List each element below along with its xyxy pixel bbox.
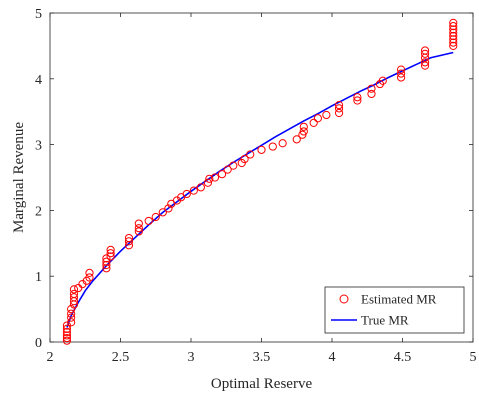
legend-label-estimated-mr: Estimated MR: [361, 292, 437, 307]
legend: Estimated MR True MR: [324, 286, 465, 334]
estimated-mr-point: [449, 18, 458, 27]
estimated-mr-point: [67, 318, 76, 327]
estimated-mr-point: [217, 170, 227, 179]
estimated-mr-point: [353, 93, 362, 102]
estimated-mr-point: [164, 204, 173, 213]
estimated-mr-point: [309, 118, 318, 127]
estimated-mr-point: [205, 174, 214, 183]
x-tick-label: 5: [470, 350, 477, 365]
estimated-mr-point: [69, 285, 79, 294]
estimated-mr-point: [62, 336, 72, 345]
legend-marker-estimated-mr: [339, 294, 349, 304]
estimated-mr-point: [420, 58, 430, 67]
estimated-mr-point: [144, 216, 153, 226]
estimated-mr-point: [229, 161, 238, 170]
estimated-mr-point: [203, 178, 213, 187]
estimated-mr-point: [124, 233, 134, 243]
estimated-mr-point: [378, 76, 387, 85]
estimated-mr-point: [449, 25, 458, 34]
y-tick-label: 1: [35, 270, 42, 285]
estimated-mr-point: [62, 333, 72, 343]
estimated-mr-point: [278, 139, 287, 148]
estimated-mr-point: [189, 186, 198, 195]
estimated-mr-point: [322, 110, 331, 120]
estimated-mr-point: [62, 331, 72, 340]
estimated-mr-point: [334, 104, 344, 113]
estimated-mr-point: [367, 89, 376, 99]
estimated-mr-point: [396, 65, 406, 74]
estimated-mr-point: [69, 293, 79, 302]
estimated-mr-point: [299, 127, 308, 136]
estimated-mr-point: [299, 122, 308, 131]
estimated-mr-point: [257, 145, 266, 154]
estimated-mr-point: [196, 183, 205, 192]
estimated-mr-point: [268, 142, 277, 151]
axis-ticks: [49, 12, 474, 343]
y-tick-label: 4: [35, 73, 42, 88]
estimated-mr-point: [106, 249, 115, 258]
estimated-mr-point: [367, 84, 376, 93]
estimated-mr-point: [67, 313, 76, 322]
estimated-mr-point: [313, 114, 322, 123]
x-tick-label: 2.5: [112, 350, 130, 365]
estimated-mr-point: [106, 252, 115, 261]
estimated-mr-point: [85, 268, 94, 278]
x-tick-label: 4.5: [394, 350, 412, 365]
estimated-mr-point: [449, 38, 458, 47]
estimated-mr-point: [85, 273, 94, 282]
estimated-mr-point: [449, 41, 458, 51]
estimated-mr-point: [223, 165, 232, 174]
estimated-mr-point: [67, 309, 76, 318]
estimated-mr-point: [334, 108, 344, 118]
estimated-mr-point: [449, 22, 458, 31]
x-tick-label: 4: [329, 350, 336, 365]
y-tick-label: 2: [35, 204, 42, 219]
estimated-mr-point: [134, 219, 143, 228]
estimated-mr-point: [420, 61, 430, 70]
estimated-mr-point: [102, 254, 111, 263]
estimated-mr-point: [102, 260, 111, 270]
x-tick-label: 3.5: [253, 350, 271, 365]
x-tick-label: 3: [188, 350, 195, 365]
estimated-mr-point: [334, 101, 344, 110]
x-axis-label: Optimal Reserve: [211, 376, 313, 392]
estimated-mr-point: [396, 73, 406, 82]
estimated-mr-point: [449, 35, 458, 44]
legend-box: [324, 286, 465, 334]
estimated-mr-point: [67, 305, 76, 314]
x-tick-label: 2: [47, 350, 54, 365]
estimated-mr-point: [246, 150, 255, 159]
estimated-mr-point: [106, 245, 115, 254]
estimated-mr-point: [124, 237, 134, 246]
estimated-mr-point: [69, 289, 79, 299]
estimated-mr-point: [102, 257, 111, 266]
y-tick-label: 5: [35, 7, 42, 22]
y-tick-label: 0: [35, 336, 42, 351]
estimated-mr-point: [62, 324, 72, 333]
estimated-mr-point: [449, 31, 458, 41]
y-tick-label: 3: [35, 139, 42, 154]
estimated-mr-point: [158, 208, 167, 217]
estimated-mr-point: [182, 189, 191, 199]
estimated-mr-point: [240, 154, 249, 164]
estimated-mr-point: [102, 264, 111, 273]
axis-tick-labels: 2 2.5 3 3.5 4 4.5 5 0 1 2 3 4 5: [35, 7, 477, 365]
data-marks: [62, 18, 458, 345]
estimated-mr-point: [151, 212, 160, 222]
legend-label-true-mr: True MR: [361, 313, 409, 328]
estimated-mr-point: [449, 28, 458, 37]
estimated-mr-point: [353, 96, 362, 105]
estimated-mr-point: [134, 224, 143, 233]
estimated-mr-point: [420, 46, 430, 55]
estimated-mr-point: [420, 49, 430, 58]
estimated-mr-point: [292, 135, 301, 144]
estimated-mr-point: [396, 69, 406, 78]
estimated-mr-point: [210, 173, 220, 182]
estimated-mr-point: [62, 328, 72, 337]
estimated-mr-point: [134, 227, 143, 236]
y-axis-label: Marginal Revenue: [11, 122, 27, 233]
